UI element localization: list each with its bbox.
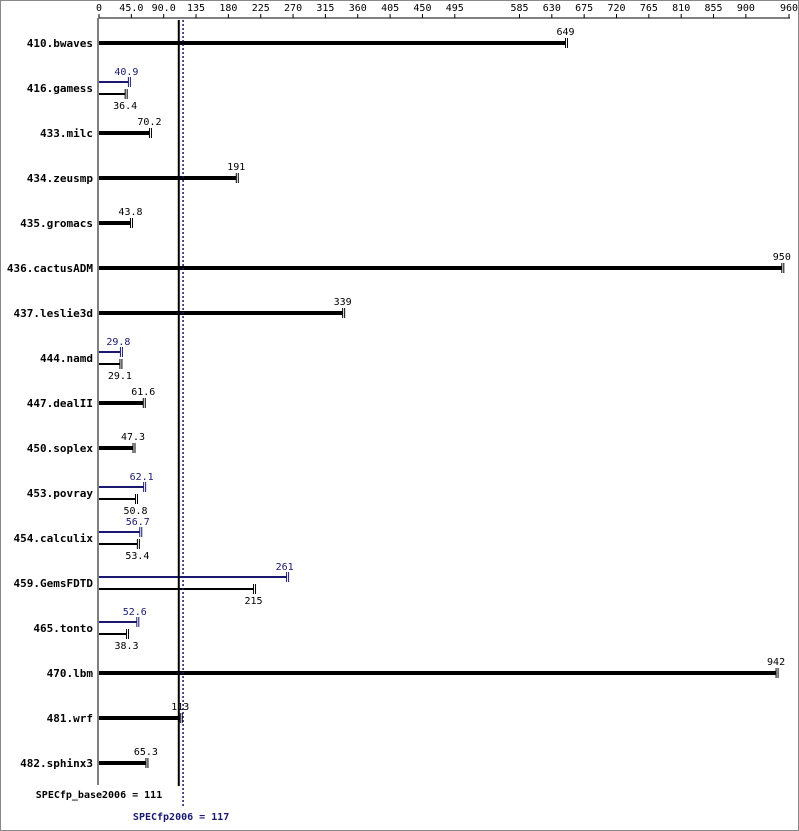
x-tick-label: 495 <box>446 3 464 14</box>
value-label: 950 <box>773 252 791 263</box>
value-label: 61.6 <box>131 387 155 398</box>
x-tick-label: 0 <box>96 3 102 14</box>
category-label: 454.calculix <box>14 532 94 545</box>
value-label: 62.1 <box>130 472 154 483</box>
bar <box>99 486 144 488</box>
bar <box>99 401 144 405</box>
category-label: 434.zeusmp <box>27 172 94 185</box>
x-tick-label: 765 <box>640 3 658 14</box>
value-label: 47.3 <box>121 432 145 443</box>
category-label: 410.bwaves <box>27 37 93 50</box>
value-label: 942 <box>767 657 785 668</box>
value-label: 339 <box>334 297 352 308</box>
category-label: 416.gamess <box>27 82 93 95</box>
category-label: 433.milc <box>40 127 93 140</box>
x-tick-label: 225 <box>252 3 270 14</box>
x-tick-label: 90.0 <box>152 3 176 14</box>
x-tick-label: 450 <box>413 3 431 14</box>
x-tick-label: 855 <box>705 3 723 14</box>
value-label: 191 <box>227 162 245 173</box>
bar <box>99 93 126 95</box>
bar <box>99 363 120 365</box>
bar <box>99 621 137 623</box>
value-label: 50.8 <box>123 506 147 517</box>
category-label: 435.gromacs <box>20 217 93 230</box>
value-label: 261 <box>276 562 294 573</box>
bar <box>99 81 129 83</box>
value-label: 215 <box>245 596 263 607</box>
bar <box>99 446 133 450</box>
value-label: 56.7 <box>126 517 150 528</box>
x-tick-label: 135 <box>187 3 205 14</box>
bar <box>99 41 566 45</box>
category-label: 465.tonto <box>33 622 93 635</box>
category-label: 482.sphinx3 <box>20 757 93 770</box>
x-tick-label: 405 <box>381 3 399 14</box>
bar <box>99 716 181 720</box>
value-label: 29.8 <box>106 337 130 348</box>
value-label: 40.9 <box>114 67 138 78</box>
x-tick-label: 810 <box>672 3 690 14</box>
category-label: 444.namd <box>40 352 93 365</box>
value-label: 38.3 <box>114 641 138 652</box>
reference-label: SPECfp_base2006 = 111 <box>36 790 162 801</box>
bar <box>99 671 777 675</box>
bar <box>99 131 150 135</box>
bar <box>99 176 237 180</box>
bar <box>99 576 287 578</box>
reference-label: SPECfp2006 = 117 <box>133 812 229 823</box>
bar <box>99 531 140 533</box>
category-label: 450.soplex <box>27 442 94 455</box>
value-label: 36.4 <box>113 101 137 112</box>
x-tick-label: 45.0 <box>119 3 143 14</box>
category-label: 436.cactusADM <box>7 262 93 275</box>
x-tick-label: 180 <box>219 3 237 14</box>
category-label: 470.lbm <box>47 667 94 680</box>
bar <box>99 498 136 500</box>
category-label: 437.leslie3d <box>14 307 93 320</box>
x-tick-label: 960 <box>780 3 798 14</box>
value-label: 70.2 <box>137 117 161 128</box>
x-tick-label: 900 <box>737 3 755 14</box>
category-label: 481.wrf <box>47 712 93 725</box>
value-label: 65.3 <box>134 747 158 758</box>
bar <box>99 351 121 353</box>
x-tick-label: 270 <box>284 3 302 14</box>
bar <box>99 311 343 315</box>
value-label: 29.1 <box>108 371 132 382</box>
bar <box>99 543 138 545</box>
value-label: 113 <box>171 702 189 713</box>
value-label: 649 <box>556 27 574 38</box>
bar <box>99 761 146 765</box>
x-tick-label: 720 <box>607 3 625 14</box>
x-tick-label: 360 <box>349 3 367 14</box>
x-tick-label: 675 <box>575 3 593 14</box>
bar <box>99 266 782 270</box>
x-tick-label: 315 <box>316 3 334 14</box>
value-label: 43.8 <box>118 207 142 218</box>
value-label: 53.4 <box>125 551 149 562</box>
category-label: 459.GemsFDTD <box>14 577 94 590</box>
category-label: 447.dealII <box>27 397 93 410</box>
x-tick-label: 630 <box>543 3 561 14</box>
bar <box>99 588 254 590</box>
bar <box>99 633 127 635</box>
category-label: 453.povray <box>27 487 94 500</box>
value-label: 52.6 <box>123 607 147 618</box>
bar <box>99 221 131 225</box>
x-tick-label: 585 <box>510 3 528 14</box>
